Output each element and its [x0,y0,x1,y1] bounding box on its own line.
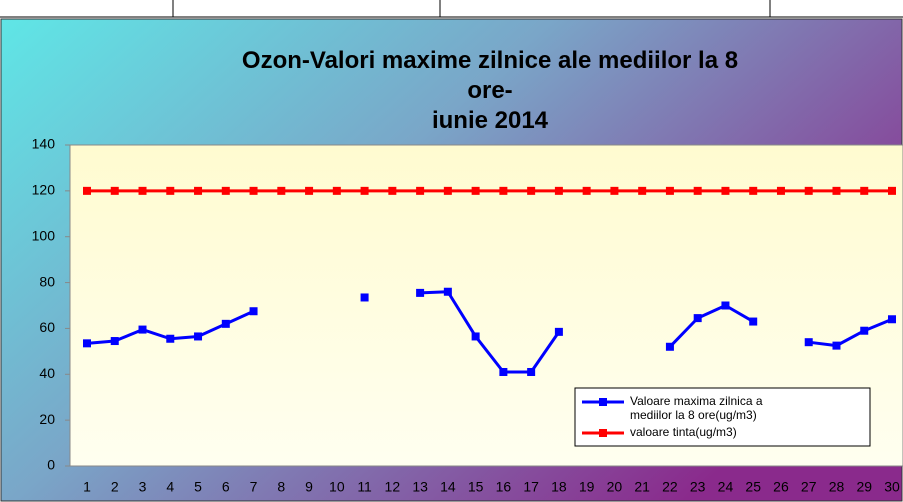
marker [888,315,896,324]
y-tick-label: 20 [39,411,55,427]
legend-marker [599,429,607,437]
marker [832,341,841,350]
marker [554,327,563,336]
marker [194,186,203,195]
x-tick-label: 21 [634,479,650,495]
marker [110,337,119,346]
x-tick-label: 1 [83,479,91,495]
x-tick-label: 11 [357,479,372,495]
marker [527,186,536,195]
legend: Valoare maxima zilnica a mediilor la 8 or… [574,387,871,447]
legend-label: Valoare maxima zilnica a mediilor la 8 or… [630,394,763,422]
marker [638,186,647,195]
marker [166,186,175,195]
x-tick-label: 24 [718,479,734,495]
marker [332,186,341,195]
x-tick-label: 30 [884,479,900,495]
marker [221,319,230,328]
x-tick-label: 19 [579,479,595,495]
x-tick-label: 13 [412,479,428,495]
x-tick-label: 10 [329,479,345,495]
marker [443,287,452,296]
x-tick-label: 28 [829,479,845,495]
x-tick-label: 20 [607,479,623,495]
marker [693,314,702,323]
marker [221,186,230,195]
marker [804,338,813,347]
marker [110,186,119,195]
x-tick-label: 12 [385,479,401,495]
x-tick-label: 7 [250,479,258,495]
x-tick-label: 22 [662,479,678,495]
y-tick-label: 60 [39,319,55,335]
marker [305,186,314,195]
marker [360,293,369,302]
legend-marker [599,398,607,406]
marker [249,186,258,195]
x-tick-label: 27 [801,479,817,495]
x-tick-label: 23 [690,479,706,495]
marker [138,325,147,334]
marker [388,186,397,195]
x-tick-label: 16 [496,479,512,495]
x-tick-label: 3 [139,479,147,495]
marker [804,186,813,195]
marker [416,186,425,195]
marker [499,186,508,195]
marker [277,186,286,195]
x-tick-label: 9 [305,479,313,495]
marker [721,301,730,310]
marker [83,186,91,195]
marker [860,186,869,195]
marker [749,186,758,195]
x-tick-label: 15 [468,479,484,495]
marker [721,186,730,195]
table-strip [0,0,903,18]
x-tick-label: 26 [773,479,789,495]
x-tick-label: 2 [111,479,119,495]
marker [832,186,841,195]
marker [194,332,203,341]
x-tick-label: 5 [194,479,202,495]
marker [360,186,369,195]
x-tick-label: 14 [440,479,456,495]
marker [665,342,674,351]
y-tick-label: 0 [47,457,55,473]
marker [166,334,175,343]
marker [138,186,147,195]
x-tick-label: 4 [166,479,174,495]
y-tick-label: 80 [39,273,55,289]
marker [471,186,480,195]
marker [499,367,508,376]
y-tick-label: 140 [32,136,56,152]
marker [610,186,619,195]
marker [554,186,563,195]
marker [471,332,480,341]
chart-title: Ozon-Valori maxime zilnice ale mediilor … [242,47,738,134]
legend-label: valoare tinta(ug/m3) [630,425,737,439]
x-tick-label: 25 [745,479,761,495]
x-tick-label: 29 [856,479,872,495]
y-tick-label: 120 [32,182,56,198]
marker [749,317,758,326]
marker [860,326,869,335]
x-tick-label: 8 [277,479,285,495]
x-tick-label: 6 [222,479,230,495]
x-tick-label: 18 [551,479,567,495]
y-tick-label: 40 [39,365,55,381]
y-tick-label: 100 [32,227,56,243]
marker [527,367,536,376]
marker [888,186,896,195]
marker [83,339,91,348]
marker [249,307,258,316]
marker [582,186,591,195]
marker [776,186,785,195]
marker [665,186,674,195]
marker [443,186,452,195]
marker [416,288,425,297]
x-tick-label: 17 [523,479,539,495]
marker [693,186,702,195]
